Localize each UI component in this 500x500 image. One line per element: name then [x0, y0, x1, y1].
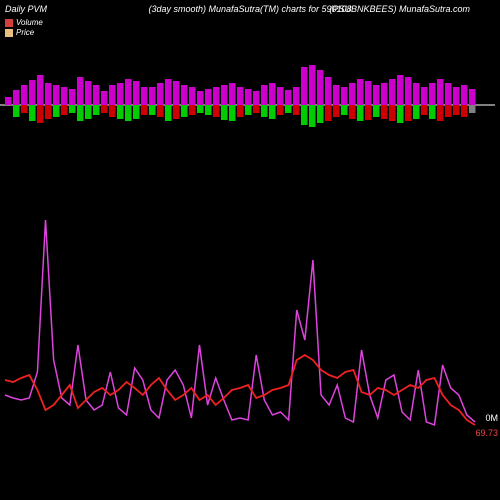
volume-final-label: 0M: [485, 413, 498, 423]
chart-canvas: [0, 0, 500, 500]
price-final-label: 69.73: [475, 428, 498, 438]
